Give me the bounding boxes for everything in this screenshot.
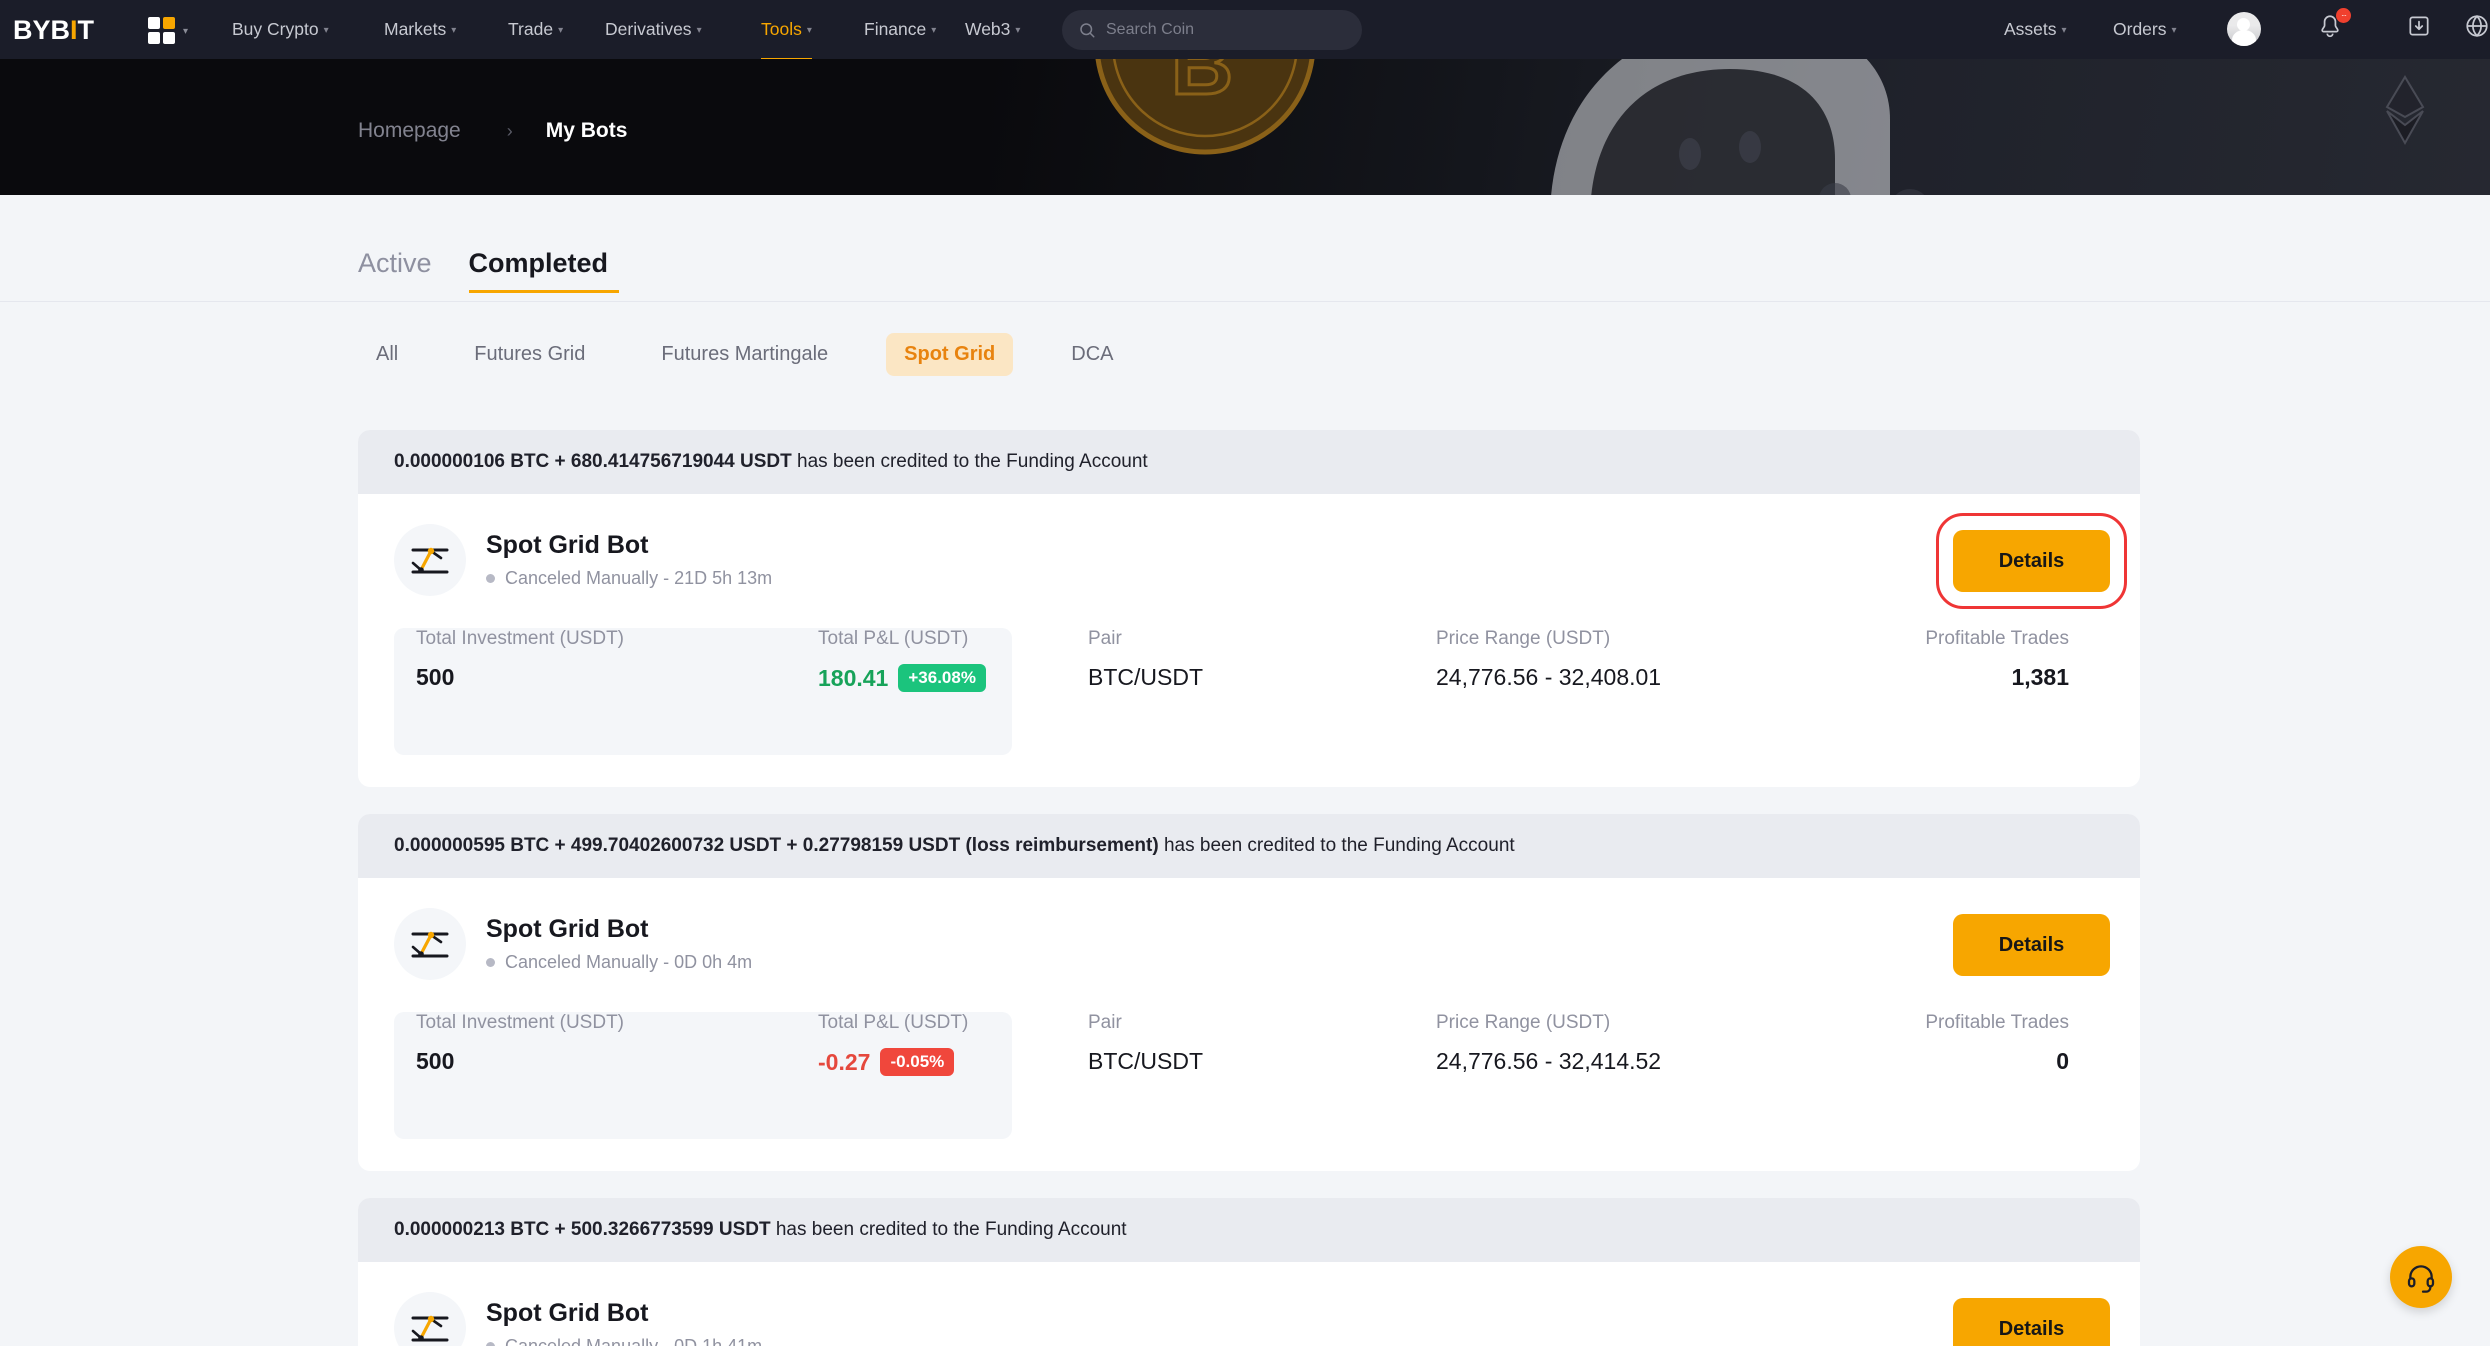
svg-text:B: B bbox=[1171, 59, 1233, 113]
